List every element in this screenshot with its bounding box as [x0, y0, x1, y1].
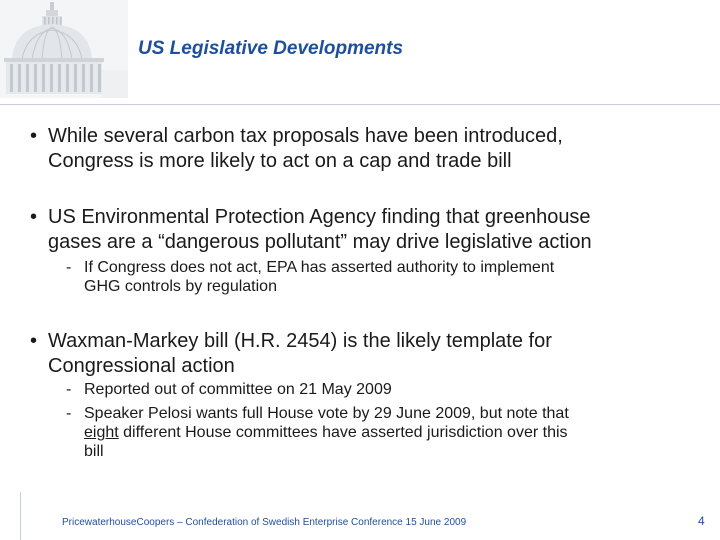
sub-bullet-line: Reported out of committee on 21 May 2009 [84, 381, 392, 398]
bullet-item: • While several carbon tax proposals hav… [30, 124, 563, 174]
sub-bullet-line: bill [84, 443, 104, 460]
bullet-line: Congressional action [48, 355, 235, 377]
underlined-word: eight [84, 424, 119, 441]
sub-bullet-item: - If Congress does not act, EPA has asse… [66, 258, 554, 296]
capitol-dome-icon [0, 0, 128, 98]
dash-icon: - [66, 405, 72, 422]
sub-bullet-line-emphasis: eight different House committees have as… [84, 423, 569, 442]
bullet-line: US Environmental Protection Agency findi… [48, 206, 591, 228]
bullet-icon: • [30, 125, 38, 147]
bullet-item: • Waxman-Markey bill (H.R. 2454) is the … [30, 329, 552, 379]
bullet-icon: • [30, 330, 38, 352]
bullet-line: gases are a “dangerous pollutant” may dr… [48, 231, 592, 253]
dash-icon: - [66, 259, 72, 276]
sub-bullet-item: - Reported out of committee on 21 May 20… [66, 380, 392, 399]
sub-bullet-item: - Speaker Pelosi wants full House vote b… [66, 404, 569, 461]
bullet-item: • US Environmental Protection Agency fin… [30, 205, 592, 255]
dash-icon: - [66, 381, 72, 398]
page-number: 4 [698, 514, 705, 528]
footer-divider [20, 492, 21, 540]
sub-bullet-line-rest: different House committees have asserted… [123, 424, 568, 441]
slide-title: US Legislative Developments [138, 38, 404, 59]
sub-bullet-line: Speaker Pelosi wants full House vote by … [84, 405, 569, 422]
bullet-line: While several carbon tax proposals have … [48, 125, 563, 147]
sub-bullet-line: If Congress does not act, EPA has assert… [84, 259, 555, 276]
header-divider [0, 104, 720, 105]
bullet-line: Congress is more likely to act on a cap … [48, 150, 512, 172]
bullet-line: Waxman-Markey bill (H.R. 2454) is the li… [48, 330, 552, 352]
sub-bullet-line: GHG controls by regulation [84, 278, 277, 295]
bullet-icon: • [30, 206, 38, 228]
footer-text: PricewaterhouseCoopers – Confederation o… [62, 517, 467, 528]
